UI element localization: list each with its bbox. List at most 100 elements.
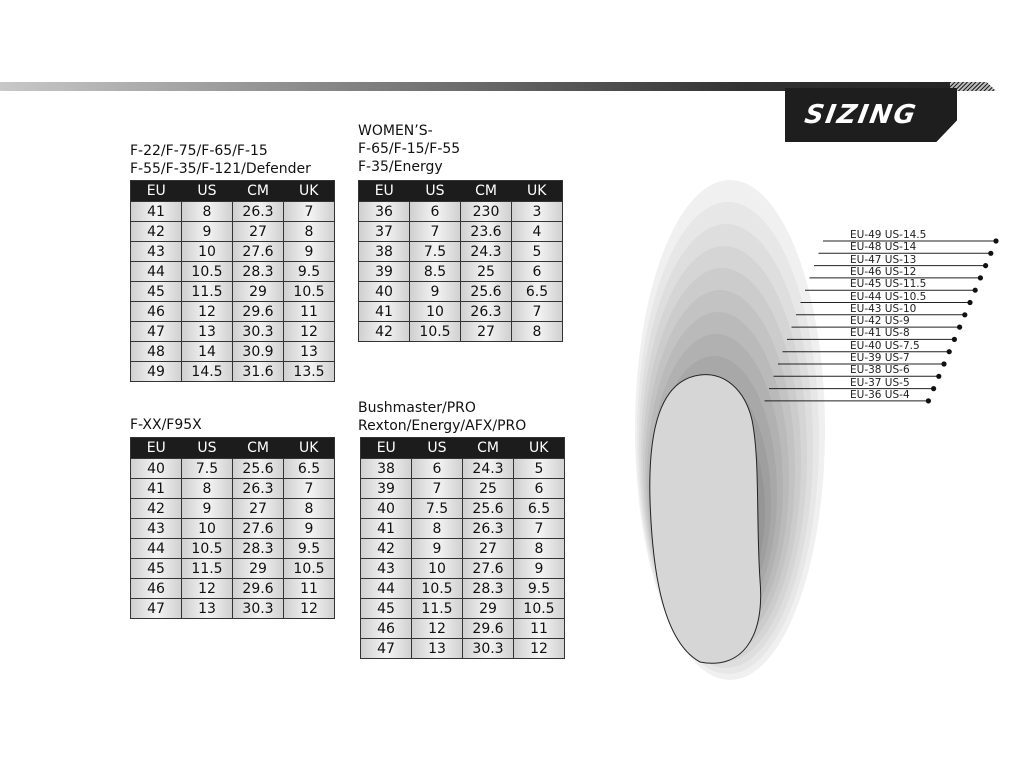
table-cell: 11 — [283, 578, 335, 599]
size-table: EU US CM UK 36 6 230 3 37 7 23.6 4 38 7.5 24.3 5 39 8.5 25… — [358, 180, 563, 342]
table-cell: 10.5 — [181, 538, 233, 559]
table-cell: 13.5 — [283, 361, 335, 382]
table-row: 47 13 30.3 12 — [360, 638, 565, 659]
table-cell: 6 — [511, 261, 563, 282]
table-row: 48 14 30.9 13 — [130, 341, 335, 362]
size-marker-dot — [962, 312, 968, 318]
table-title: F-XX/F95X — [130, 416, 202, 434]
table-cell: 45 — [360, 598, 412, 619]
table-cell: 28.3 — [232, 538, 284, 559]
column-header: UK — [511, 180, 563, 202]
size-marker-dot — [931, 386, 937, 392]
table-cell: 10 — [181, 518, 233, 539]
table-row: 37 7 23.6 4 — [358, 221, 563, 242]
table-cell: 11.5 — [181, 281, 233, 302]
table-cell: 24.3 — [462, 458, 514, 479]
foot-size-label: EU-49 US-14.5 — [850, 229, 927, 241]
table-cell: 10.5 — [513, 598, 565, 619]
column-header: EU — [360, 437, 412, 459]
column-header: CM — [460, 180, 512, 202]
table-cell: 3 — [511, 201, 563, 222]
foot-size-label: EU-46 US-12 — [850, 265, 917, 278]
foot-size-label: EU-36 US-4 — [850, 388, 910, 401]
table-header-row: EU US CM UK — [358, 180, 563, 202]
table-title-line: F-35/Energy — [358, 159, 443, 175]
table-row: 43 10 27.6 9 — [130, 241, 335, 262]
table-cell: 47 — [130, 598, 182, 619]
table-cell: 41 — [130, 201, 182, 222]
table-cell: 12 — [283, 598, 335, 619]
table-cell: 7.5 — [411, 498, 463, 519]
table-cell: 42 — [360, 538, 412, 559]
table-cell: 9 — [411, 538, 463, 559]
foot-size-label: EU-38 US-6 — [850, 364, 910, 377]
table-cell: 23.6 — [460, 221, 512, 242]
column-header: UK — [283, 437, 335, 459]
foot-size-label: EU-37 US-5 — [850, 376, 910, 389]
table-cell: 13 — [283, 341, 335, 362]
table-row: 49 14.5 31.6 13.5 — [130, 361, 335, 382]
table-row: 47 13 30.3 12 — [130, 321, 335, 342]
foot-size-label: EU-44 US-10.5 — [850, 290, 927, 303]
table-cell: 8 — [181, 478, 233, 499]
table-cell: 9 — [409, 281, 461, 302]
table-cell: 8 — [511, 321, 563, 342]
table-row: 43 10 27.6 9 — [360, 558, 565, 579]
table-cell: 6 — [409, 201, 461, 222]
table-row: 36 6 230 3 — [358, 201, 563, 222]
size-marker-dot — [993, 238, 999, 244]
size-marker-dot — [936, 373, 942, 379]
table-cell: 46 — [130, 301, 182, 322]
table-cell: 13 — [411, 638, 463, 659]
table-row: 39 8.5 25 6 — [358, 261, 563, 282]
table-cell: 9 — [181, 221, 233, 242]
table-header-row: EU US CM UK — [130, 437, 335, 459]
table-title: F-22/F-75/F-65/F-15 F-55/F-35/F-121/Defen… — [130, 142, 311, 178]
table-row: 40 9 25.6 6.5 — [358, 281, 563, 302]
table-cell: 14.5 — [181, 361, 233, 382]
column-header: CM — [232, 180, 284, 202]
table-row: 47 13 30.3 12 — [130, 598, 335, 619]
size-marker-dot — [972, 287, 978, 293]
column-header: UK — [513, 437, 565, 459]
table-cell: 7 — [411, 478, 463, 499]
table-header-row: EU US CM UK — [360, 437, 565, 459]
table-cell: 6 — [411, 458, 463, 479]
table-header-row: EU US CM UK — [130, 180, 335, 202]
table-row: 45 11.5 29 10.5 — [130, 558, 335, 579]
foot-size-label: EU-47 US-13 — [850, 253, 917, 266]
table-cell: 10.5 — [409, 321, 461, 342]
table-title-line: F-XX/F95X — [130, 417, 202, 433]
size-marker-dot — [967, 299, 973, 306]
table-cell: 43 — [360, 558, 412, 579]
table-cell: 9 — [181, 498, 233, 519]
table-cell: 230 — [460, 201, 512, 222]
table-row: 42 10.5 27 8 — [358, 321, 563, 342]
table-cell: 27.6 — [232, 241, 284, 262]
size-marker-dot — [951, 336, 958, 342]
table-title-line: F-65/F-15/F-55 — [358, 141, 461, 157]
table-cell: 7 — [511, 301, 563, 322]
column-header: US — [411, 437, 463, 459]
table-cell: 11.5 — [181, 558, 233, 579]
table-cell: 10 — [409, 301, 461, 322]
table-cell: 11 — [513, 618, 565, 639]
table-row: 42 9 27 8 — [130, 498, 335, 519]
table-cell: 29 — [232, 558, 284, 579]
size-marker-dot — [957, 324, 963, 330]
table-row: 38 6 24.3 5 — [360, 458, 565, 479]
size-marker-dot — [946, 349, 952, 355]
table-cell: 30.3 — [462, 638, 514, 659]
column-header: EU — [130, 437, 182, 459]
table-cell: 25.6 — [462, 498, 514, 519]
table-cell: 9 — [513, 558, 565, 579]
table-cell: 43 — [130, 518, 182, 539]
size-marker-dot — [988, 250, 994, 256]
table-row: 44 10.5 28.3 9.5 — [130, 261, 335, 282]
table-cell: 10.5 — [411, 578, 463, 599]
table-cell: 6.5 — [511, 281, 563, 302]
table-row: 40 7.5 25.6 6.5 — [360, 498, 565, 519]
table-title: WOMEN’S- F-65/F-15/F-55 F-35/Energy — [358, 122, 460, 176]
column-header: CM — [462, 437, 514, 459]
column-header: US — [409, 180, 461, 202]
